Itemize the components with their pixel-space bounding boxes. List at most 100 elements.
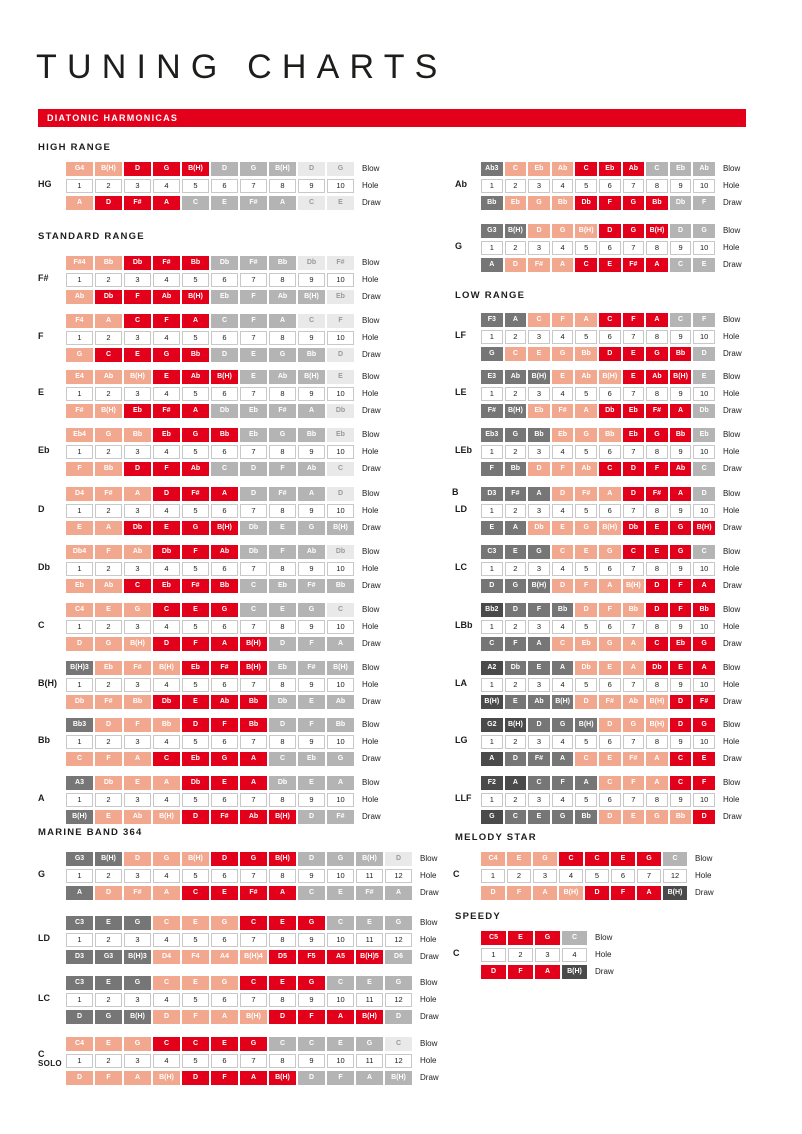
- draw-row: E A Db E G B(H) Db E G B(H) Draw: [481, 521, 742, 535]
- note-cell: C: [504, 162, 527, 176]
- key-label: LBb: [455, 620, 473, 630]
- hole-cell: 6: [611, 869, 635, 883]
- hole-cell: 10: [693, 387, 715, 401]
- note-cell: Bb: [575, 347, 597, 361]
- blow-row: F3 A C F A C F A C F Blow: [481, 313, 742, 327]
- row-label: Hole: [362, 795, 379, 804]
- hole-cell: 12: [385, 993, 412, 1007]
- blow-row: C3 E G C E G C E G C E G Blow: [66, 916, 439, 930]
- chart-lf: LF F3 A C F A C F A C F Blow 1 2 3 4 5 6 7 8 9 10 Hole G C E G Bb D E…: [455, 313, 742, 364]
- hole-cell: 9: [298, 445, 325, 459]
- note-cell: B(H): [669, 370, 692, 384]
- note-cell: A5: [327, 950, 354, 964]
- hole-cell: 11: [356, 869, 383, 883]
- hole-cell: 12: [385, 1054, 412, 1068]
- hole-cell: 8: [269, 273, 296, 287]
- note-cell: Eb: [240, 404, 267, 418]
- hole-cell: 12: [663, 869, 687, 883]
- note-cell: Bb: [327, 579, 354, 593]
- note-cell: C: [211, 462, 238, 476]
- note-cell: A: [646, 776, 668, 790]
- note-cell: C: [66, 752, 93, 766]
- row-label: Blow: [362, 372, 380, 381]
- hole-cell: 1: [66, 504, 93, 518]
- note-cell: D: [211, 852, 238, 866]
- note-cell: G: [95, 1010, 122, 1024]
- hole-cell: 10: [693, 179, 715, 193]
- hole-cell: 6: [211, 179, 238, 193]
- note-cell: A: [356, 1071, 383, 1085]
- key-label: LG: [455, 735, 468, 745]
- note-cell: Eb: [575, 637, 597, 651]
- note-cell: A: [622, 637, 645, 651]
- note-cell: A: [153, 886, 180, 900]
- hole-cell: 10: [327, 273, 354, 287]
- chart-llf: LLF F2 A C F A C F A C F Blow 1 2 3 4 5 6 7 8 9 10 Hole G C E G Bb D…: [455, 776, 742, 827]
- note-cell: E: [211, 1037, 238, 1051]
- hole-cell: 5: [585, 869, 609, 883]
- note-cell: D: [95, 196, 122, 210]
- hole-cell: 4: [562, 948, 587, 962]
- hole-cell: 9: [669, 387, 692, 401]
- note-cell: E: [95, 810, 122, 824]
- note-cell: A: [153, 196, 180, 210]
- note-cell: A: [124, 752, 151, 766]
- note-cell: Db4: [66, 545, 93, 559]
- note-cell: Bb: [622, 603, 645, 617]
- key-label: Db: [38, 562, 50, 572]
- note-cell: A: [693, 579, 715, 593]
- note-cell: G: [95, 428, 122, 442]
- hole-cell: 3: [124, 620, 151, 634]
- note-cell: B(H): [298, 290, 325, 304]
- row-label: Hole: [722, 564, 740, 573]
- note-cell: C: [327, 976, 354, 990]
- note-cell: Bb: [298, 428, 325, 442]
- hole-cell: 2: [504, 562, 527, 576]
- hole-cell: 9: [669, 678, 692, 692]
- blow-row: Eb4 G Bb Eb G Bb Eb G Bb Eb Blow: [66, 428, 381, 442]
- row-label: Blow: [362, 316, 380, 325]
- note-cell: C: [693, 462, 715, 476]
- hole-cell: 3: [528, 620, 550, 634]
- hole-cell: 2: [95, 620, 122, 634]
- hole-cell: 6: [211, 387, 238, 401]
- note-cell: C: [575, 162, 597, 176]
- row-label: Blow: [362, 164, 380, 173]
- note-cell: F: [153, 314, 180, 328]
- note-cell: Db: [528, 521, 550, 535]
- hole-cell: 4: [153, 933, 180, 947]
- row-label: Hole: [722, 795, 740, 804]
- hole-cell: 10: [693, 445, 715, 459]
- note-cell: E: [693, 752, 715, 766]
- note-cell: C: [327, 603, 354, 617]
- note-cell: G: [622, 224, 645, 238]
- note-cell: Bb: [182, 348, 209, 362]
- key-label: HG: [38, 179, 52, 189]
- hole-cell: 6: [598, 735, 621, 749]
- hole-cell: 2: [504, 241, 527, 255]
- hole-cell: 5: [182, 273, 209, 287]
- hole-cell: 12: [385, 869, 412, 883]
- row-label: Blow: [722, 489, 741, 498]
- note-cell: B(H): [182, 852, 209, 866]
- draw-row: C F A C Eb G A C Eb G Draw: [481, 637, 742, 651]
- note-cell: E: [611, 852, 635, 866]
- blow-row: C4 E G C C E G C Blow: [481, 852, 714, 866]
- note-cell: E: [298, 776, 325, 790]
- row-label: Draw: [362, 812, 381, 821]
- hole-cell: 2: [95, 387, 122, 401]
- draw-row: Bb Eb G Bb Db F G Bb Db F Draw: [481, 196, 742, 210]
- note-cell: A3: [66, 776, 93, 790]
- note-cell: Eb: [669, 162, 692, 176]
- hole-cell: 4: [153, 273, 180, 287]
- hole-cell: 1: [66, 793, 93, 807]
- hole-cell: 4: [153, 562, 180, 576]
- hole-cell: 9: [298, 993, 325, 1007]
- note-cell: G3: [95, 950, 122, 964]
- hole-cell: 6: [211, 735, 238, 749]
- note-cell: E4: [66, 370, 93, 384]
- section-high-range: HIGH RANGE: [38, 142, 112, 153]
- hole-cell: 1: [66, 387, 93, 401]
- hole-cell: 7: [240, 993, 267, 1007]
- blow-row: E4 Ab B(H) E Ab B(H) E Ab B(H) E Blow: [66, 370, 381, 384]
